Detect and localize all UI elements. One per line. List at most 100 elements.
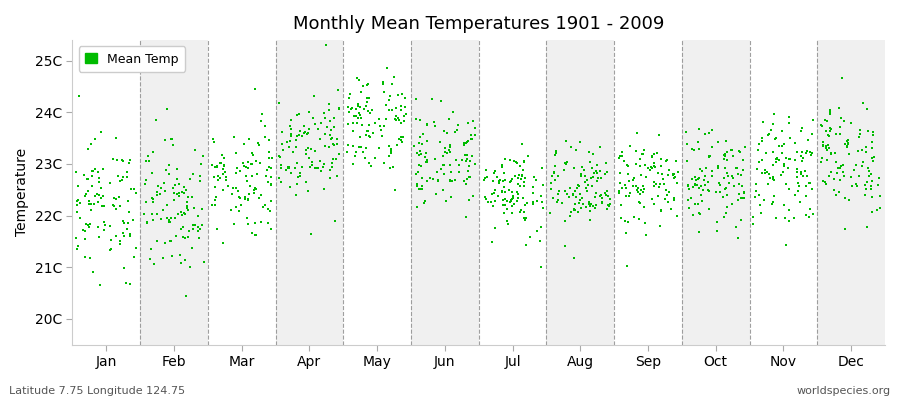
Point bbox=[158, 167, 173, 174]
Point bbox=[727, 183, 742, 189]
Point bbox=[443, 148, 457, 155]
Point bbox=[436, 162, 450, 168]
Point bbox=[388, 116, 402, 122]
Point bbox=[708, 188, 723, 195]
Point bbox=[460, 139, 474, 146]
Point bbox=[814, 158, 828, 165]
Point bbox=[589, 168, 603, 174]
Point bbox=[449, 157, 464, 164]
Point bbox=[350, 120, 365, 126]
Point bbox=[770, 155, 784, 162]
Point bbox=[498, 188, 512, 195]
Point bbox=[303, 146, 318, 152]
Point bbox=[828, 150, 842, 156]
Point bbox=[567, 206, 581, 213]
Point bbox=[619, 230, 634, 237]
Point bbox=[569, 147, 583, 154]
Point bbox=[376, 160, 391, 166]
Point bbox=[360, 127, 374, 134]
Point bbox=[662, 167, 676, 174]
Bar bbox=[343, 40, 411, 344]
Point bbox=[705, 144, 719, 150]
Point bbox=[710, 228, 724, 234]
Point bbox=[504, 198, 518, 204]
Point bbox=[213, 160, 228, 166]
Point bbox=[689, 182, 704, 188]
Point bbox=[654, 208, 669, 214]
Point bbox=[713, 188, 727, 195]
Point bbox=[437, 149, 452, 155]
Point bbox=[578, 179, 592, 185]
Point bbox=[580, 182, 595, 188]
Point bbox=[577, 173, 591, 179]
Point bbox=[274, 162, 289, 168]
Point bbox=[262, 155, 276, 161]
Point bbox=[411, 140, 426, 146]
Point bbox=[445, 178, 459, 184]
Point bbox=[238, 163, 252, 170]
Point bbox=[187, 204, 202, 211]
Point bbox=[122, 160, 136, 167]
Point bbox=[571, 182, 585, 188]
Point bbox=[176, 224, 191, 230]
Point bbox=[652, 181, 667, 187]
Point bbox=[263, 208, 277, 214]
Point bbox=[191, 213, 205, 220]
Point bbox=[832, 104, 846, 111]
Point bbox=[629, 161, 643, 168]
Point bbox=[572, 138, 587, 145]
Point bbox=[598, 159, 613, 166]
Point bbox=[505, 210, 519, 216]
Point bbox=[534, 264, 548, 270]
Point bbox=[589, 202, 603, 208]
Point bbox=[176, 190, 191, 196]
Point bbox=[790, 174, 805, 180]
Point bbox=[613, 153, 627, 160]
Point bbox=[443, 178, 457, 184]
Point bbox=[109, 135, 123, 141]
Point bbox=[297, 123, 311, 130]
Point bbox=[420, 178, 435, 184]
Point bbox=[833, 162, 848, 169]
Point bbox=[436, 187, 450, 193]
Point bbox=[302, 154, 317, 161]
Point bbox=[864, 139, 878, 146]
Point bbox=[666, 171, 680, 177]
Point bbox=[481, 199, 495, 205]
Point bbox=[620, 170, 634, 177]
Point bbox=[865, 208, 879, 215]
Point bbox=[626, 177, 640, 184]
Point bbox=[693, 166, 707, 173]
Point bbox=[156, 255, 170, 262]
Point bbox=[511, 180, 526, 187]
Point bbox=[282, 164, 296, 170]
Point bbox=[860, 178, 874, 185]
Point bbox=[97, 202, 112, 209]
Point bbox=[382, 153, 396, 159]
Point bbox=[835, 162, 850, 168]
Point bbox=[516, 167, 530, 173]
Point bbox=[580, 187, 594, 194]
Point bbox=[216, 166, 230, 172]
Point bbox=[534, 193, 548, 199]
Point bbox=[464, 152, 479, 159]
Point bbox=[494, 188, 508, 194]
Point bbox=[299, 151, 313, 157]
Point bbox=[692, 175, 706, 181]
Point bbox=[450, 127, 464, 134]
Point bbox=[502, 187, 517, 194]
Point bbox=[351, 101, 365, 107]
Point bbox=[717, 151, 732, 158]
Point bbox=[140, 219, 155, 225]
Point bbox=[648, 164, 662, 170]
Point bbox=[661, 199, 675, 206]
Point bbox=[283, 138, 297, 145]
Point bbox=[558, 218, 572, 224]
Point bbox=[443, 177, 457, 183]
Point bbox=[177, 210, 192, 216]
Point bbox=[568, 206, 582, 213]
Point bbox=[218, 168, 232, 175]
Point bbox=[592, 144, 607, 151]
Point bbox=[284, 133, 298, 139]
Point bbox=[96, 193, 111, 199]
